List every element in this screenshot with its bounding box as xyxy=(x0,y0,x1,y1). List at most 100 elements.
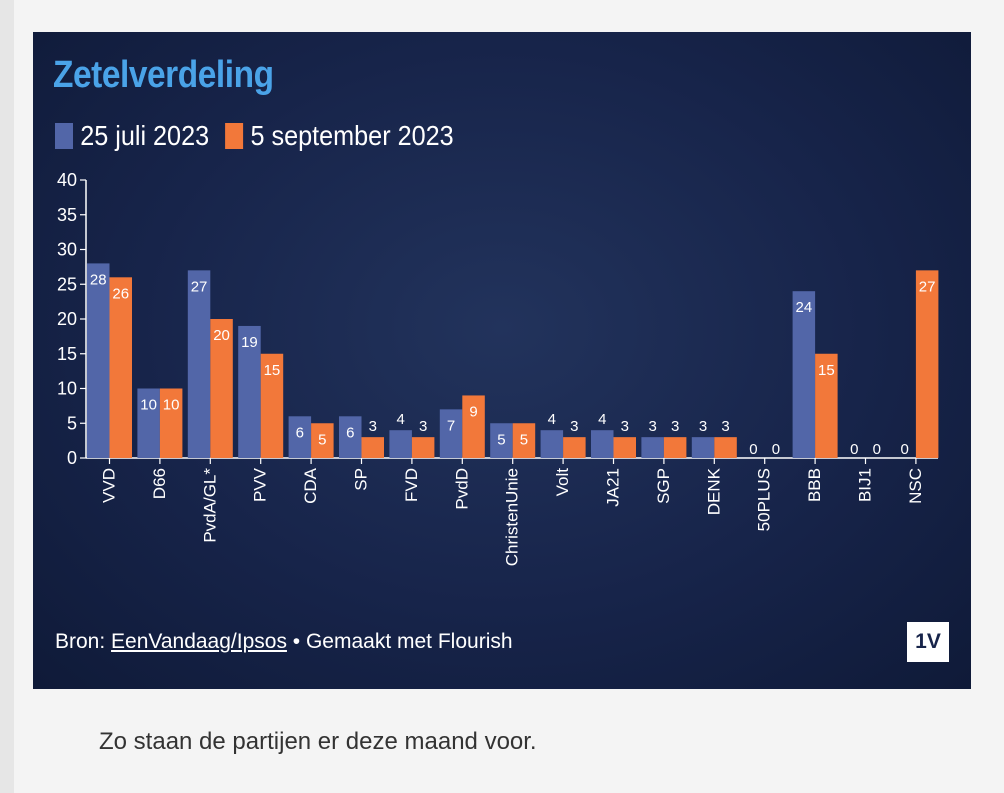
bar-september xyxy=(411,437,435,458)
bar-juli xyxy=(490,423,513,458)
data-label: 3 xyxy=(570,418,578,435)
bar-juli xyxy=(641,437,664,458)
data-label: 5 xyxy=(497,431,505,448)
data-label: 0 xyxy=(749,441,757,458)
bar-september xyxy=(815,353,838,458)
x-tick-label: CDA xyxy=(301,467,320,504)
y-tick-label: 25 xyxy=(57,274,77,294)
source-footer: Bron: EenVandaag/Ipsos • Gemaakt met Flo… xyxy=(55,630,513,654)
bar-juli xyxy=(591,430,614,458)
x-tick-label: SP xyxy=(352,468,371,491)
x-tick-label: ChristenUnie xyxy=(503,468,522,566)
data-label: 10 xyxy=(163,397,180,414)
x-tick-label: Volt xyxy=(553,468,572,497)
bar-juli xyxy=(87,263,110,458)
y-tick-label: 40 xyxy=(57,170,77,190)
x-tick-label: 50PLUS xyxy=(755,468,774,531)
bar-juli xyxy=(137,388,160,458)
data-label: 6 xyxy=(296,424,304,441)
data-label: 3 xyxy=(419,418,427,435)
x-tick-label: VVD xyxy=(100,468,119,503)
bar-juli xyxy=(288,416,312,458)
data-label: 7 xyxy=(447,417,455,434)
bar-september xyxy=(915,270,939,458)
bar-juli xyxy=(238,325,261,458)
legend-label-series-1: 25 juli 2023 xyxy=(80,120,210,151)
data-label: 4 xyxy=(396,411,404,428)
legend: 25 juli 2023 5 september 2023 xyxy=(55,120,470,152)
data-label: 9 xyxy=(469,403,477,420)
bar-juli xyxy=(339,416,362,458)
bar-juli xyxy=(389,430,412,458)
y-tick-label: 20 xyxy=(57,309,77,329)
data-label: 3 xyxy=(648,418,656,435)
data-label: 3 xyxy=(369,418,377,435)
data-label: 6 xyxy=(346,424,354,441)
x-tick-label: PvdD xyxy=(452,468,471,510)
data-label: 3 xyxy=(671,418,679,435)
x-tick-label: D66 xyxy=(150,468,169,499)
legend-item-series-2[interactable]: 5 september 2023 xyxy=(225,120,454,152)
eenvandaag-logo: 1V xyxy=(907,622,949,662)
x-tick-label: FVD xyxy=(402,468,421,502)
bar-september xyxy=(159,388,183,458)
bar-juli xyxy=(792,291,816,458)
data-label: 20 xyxy=(213,327,230,344)
data-label: 24 xyxy=(796,299,813,316)
data-label: 26 xyxy=(112,285,129,302)
x-tick-label: NSC xyxy=(906,468,925,504)
bar-september xyxy=(714,437,737,458)
caption: Zo staan de partijen er deze maand voor. xyxy=(99,728,537,755)
chart-title: Zetelverdeling xyxy=(53,54,274,96)
bar-september xyxy=(563,437,586,458)
data-label: 10 xyxy=(140,397,157,414)
y-tick-label: 5 xyxy=(67,413,77,433)
data-label: 15 xyxy=(264,362,281,379)
bar-juli xyxy=(439,409,463,458)
y-tick-label: 35 xyxy=(57,205,77,225)
data-label: 3 xyxy=(621,418,629,435)
data-label: 27 xyxy=(191,278,208,295)
bar-juli xyxy=(187,270,211,458)
source-link[interactable]: EenVandaag/Ipsos xyxy=(111,630,287,653)
x-tick-label: BBB xyxy=(805,468,824,502)
bar-september xyxy=(311,423,334,458)
data-label: 4 xyxy=(598,411,606,428)
bar-september xyxy=(361,437,384,458)
legend-item-series-1[interactable]: 25 juli 2023 xyxy=(55,120,209,152)
x-tick-label: DENK xyxy=(704,467,723,515)
bar-juli xyxy=(540,430,564,458)
x-tick-label: BIJ1 xyxy=(856,468,875,502)
data-label: 15 xyxy=(818,362,835,379)
y-tick-label: 15 xyxy=(57,344,77,364)
data-label: 0 xyxy=(850,441,858,458)
bar-september xyxy=(512,423,536,458)
data-label: 0 xyxy=(900,441,908,458)
y-tick-label: 0 xyxy=(67,448,77,468)
x-tick-label: PvdA/GL* xyxy=(200,468,219,543)
data-label: 19 xyxy=(241,334,258,351)
x-tick-label: JA21 xyxy=(604,468,623,507)
x-tick-label: PVV xyxy=(251,467,270,502)
legend-swatch-series-1 xyxy=(55,123,73,149)
y-tick-label: 10 xyxy=(57,379,77,399)
footer-suffix: • Gemaakt met Flourish xyxy=(286,630,513,653)
bar-september xyxy=(663,437,687,458)
legend-swatch-series-2 xyxy=(225,123,244,149)
bar-september xyxy=(210,319,233,458)
bar-september xyxy=(462,395,485,458)
chart-card: Zetelverdeling 25 juli 2023 5 september … xyxy=(33,32,971,689)
legend-label-series-2: 5 september 2023 xyxy=(250,120,454,151)
data-label: 5 xyxy=(520,431,528,448)
data-label: 5 xyxy=(318,431,326,448)
data-label: 3 xyxy=(721,418,729,435)
data-label: 27 xyxy=(919,278,936,295)
page-edge xyxy=(0,0,14,793)
bar-september xyxy=(613,437,636,458)
data-label: 0 xyxy=(873,441,881,458)
y-tick-label: 30 xyxy=(57,240,77,260)
data-label: 4 xyxy=(548,411,556,428)
data-label: 28 xyxy=(90,271,107,288)
source-prefix: Bron: xyxy=(55,630,112,653)
